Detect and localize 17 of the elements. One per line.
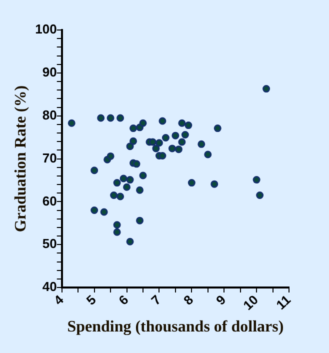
x-tick-label: 4 (50, 292, 67, 308)
y-tick-label: 100 (35, 22, 57, 37)
y-tick-label: 70 (42, 150, 57, 166)
x-tick-label: 10 (240, 292, 262, 313)
y-tick-label: 60 (42, 193, 57, 208)
y-tick-label: 90 (42, 64, 57, 80)
x-tick-label: 11 (273, 292, 294, 312)
y-tick-label: 50 (42, 236, 57, 252)
x-tick-label: 9 (213, 292, 229, 308)
x-tick-label: 7 (148, 292, 164, 308)
y-axis-title: Graduation Rate (%) (12, 85, 30, 232)
x-axis-title: Spending (thousands of dollars) (67, 318, 284, 336)
x-tick-label: 8 (180, 292, 196, 308)
y-tick-label: 80 (42, 107, 57, 122)
y-tick-label: 40 (42, 279, 57, 294)
x-tick-label: 5 (83, 292, 99, 308)
x-tick-label: 6 (116, 292, 132, 308)
